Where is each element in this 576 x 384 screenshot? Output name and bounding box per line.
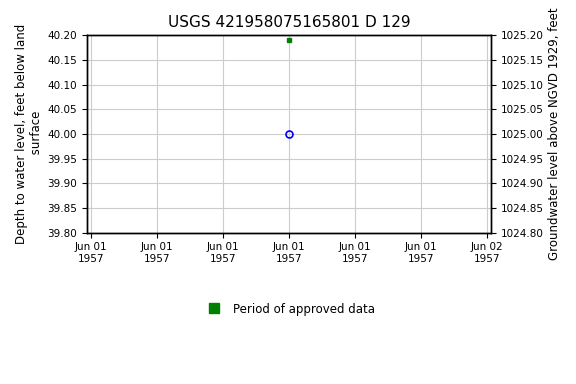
- Title: USGS 421958075165801 D 129: USGS 421958075165801 D 129: [168, 15, 410, 30]
- Y-axis label: Depth to water level, feet below land
 surface: Depth to water level, feet below land su…: [15, 24, 43, 244]
- Y-axis label: Groundwater level above NGVD 1929, feet: Groundwater level above NGVD 1929, feet: [548, 8, 561, 260]
- Legend: Period of approved data: Period of approved data: [198, 298, 380, 320]
